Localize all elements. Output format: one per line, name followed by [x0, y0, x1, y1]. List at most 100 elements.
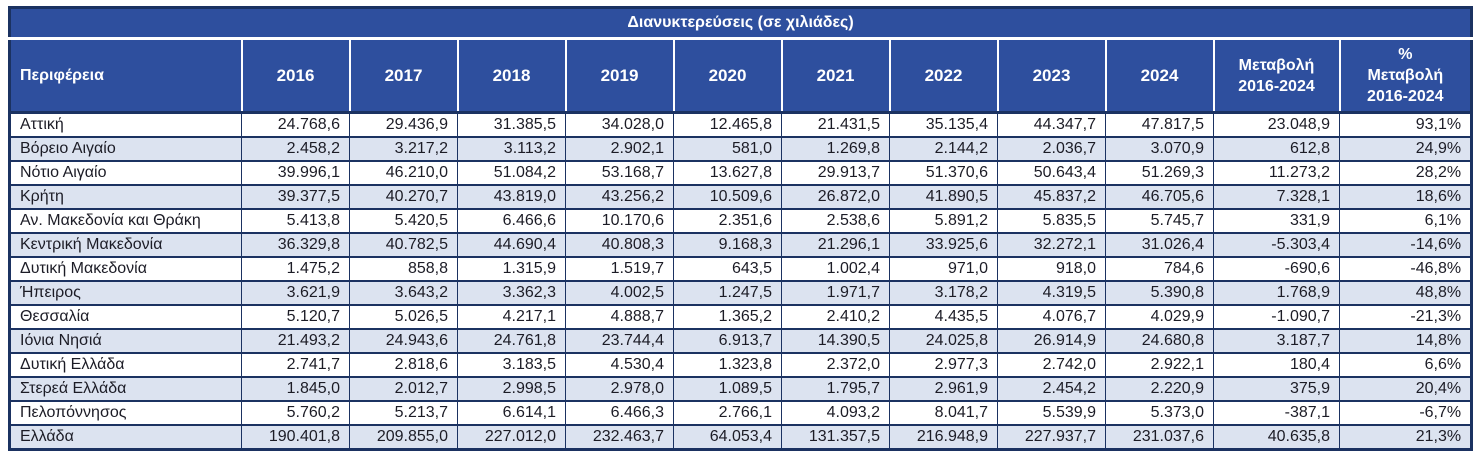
value-cell: 41.890,5: [889, 184, 998, 210]
value-cell: 53.168,7: [565, 160, 674, 186]
value-cell: 10.170,6: [565, 208, 674, 234]
region-cell: Ιόνια Νησιά: [9, 328, 242, 354]
table-row: Θεσσαλία 5.120,7 5.026,5 4.217,1 4.888,7 1.36…: [9, 304, 1473, 330]
value-cell: 24.025,8: [889, 328, 998, 354]
value-cell: 50.643,4: [997, 160, 1106, 186]
value-cell: 23.744,4: [565, 328, 674, 354]
pct-change-cell: -6,7%: [1338, 400, 1473, 426]
change-cell: 180,4: [1213, 352, 1340, 378]
value-cell: 2.144,2: [889, 136, 998, 162]
table-row: Κρήτη 39.377,5 40.270,7 43.819,0 43.256,2 10.…: [9, 184, 1473, 210]
value-cell: 5.120,7: [241, 304, 350, 330]
pct-change-cell: 6,1%: [1338, 208, 1473, 234]
value-cell: 29.913,7: [781, 160, 890, 186]
value-cell: 1.475,2: [241, 256, 350, 282]
value-cell: 2.454,2: [997, 376, 1106, 402]
value-cell: 6.614,1: [457, 400, 566, 426]
value-cell: 209.855,0: [349, 424, 458, 451]
value-cell: 40.782,5: [349, 232, 458, 258]
column-header-year-2019: 2019: [564, 38, 674, 114]
table-row: Πελοπόννησος 5.760,2 5.213,7 6.614,1 6.466,3…: [9, 400, 1473, 426]
value-cell: 918,0: [997, 256, 1106, 282]
value-cell: 4.435,5: [889, 304, 998, 330]
value-cell: 1.971,7: [781, 280, 890, 306]
region-cell: Πελοπόννησος: [9, 400, 242, 426]
pct-change-cell: -21,3%: [1338, 304, 1473, 330]
value-cell: 46.210,0: [349, 160, 458, 186]
value-cell: 1.795,7: [781, 376, 890, 402]
value-cell: 4.319,5: [997, 280, 1106, 306]
column-header-row: Περιφέρεια 2016 2017 2018 2019 2020 2021 2022 2…: [9, 38, 1472, 114]
table-row: Ιόνια Νησιά 21.493,2 24.943,6 24.761,8 23.74…: [9, 328, 1473, 354]
value-cell: 24.768,6: [241, 111, 350, 138]
value-cell: 2.036,7: [997, 136, 1106, 162]
value-cell: 2.961,9: [889, 376, 998, 402]
value-cell: 24.761,8: [457, 328, 566, 354]
value-cell: 4.002,5: [565, 280, 674, 306]
value-cell: 3.178,2: [889, 280, 998, 306]
value-cell: 643,5: [673, 256, 782, 282]
value-cell: 31.026,4: [1105, 232, 1214, 258]
value-cell: 227.937,7: [997, 424, 1106, 451]
value-cell: 32.272,1: [997, 232, 1106, 258]
value-cell: 43.256,2: [565, 184, 674, 210]
region-cell: Βόρειο Αιγαίο: [9, 136, 242, 162]
value-cell: 3.362,3: [457, 280, 566, 306]
value-cell: 3.621,9: [241, 280, 350, 306]
value-cell: 5.891,2: [889, 208, 998, 234]
pct-change-cell: 14,8%: [1338, 328, 1473, 354]
table-row: Νότιο Αιγαίο 39.996,1 46.210,0 51.084,2 53.1…: [9, 160, 1473, 186]
value-cell: 33.925,6: [889, 232, 998, 258]
change-cell: 612,8: [1213, 136, 1340, 162]
value-cell: 5.745,7: [1105, 208, 1214, 234]
value-cell: 8.041,7: [889, 400, 998, 426]
value-cell: 231.037,6: [1105, 424, 1214, 451]
region-cell: Κρήτη: [9, 184, 242, 210]
pct-change-cell: 21,3%: [1338, 424, 1473, 451]
value-cell: 1.315,9: [457, 256, 566, 282]
value-cell: 40.270,7: [349, 184, 458, 210]
pct-change-cell: 24,9%: [1338, 136, 1473, 162]
value-cell: 44.347,7: [997, 111, 1106, 138]
value-cell: 2.977,3: [889, 352, 998, 378]
change-cell: -1.090,7: [1213, 304, 1340, 330]
table-row: Βόρειο Αιγαίο 2.458,2 3.217,2 3.113,2 2.902,…: [9, 136, 1473, 162]
change-cell: 1.768,9: [1213, 280, 1340, 306]
change-cell: 331,9: [1213, 208, 1340, 234]
value-cell: 5.420,5: [349, 208, 458, 234]
value-cell: 1.002,4: [781, 256, 890, 282]
change-cell: 375,9: [1213, 376, 1340, 402]
change-cell: -387,1: [1213, 400, 1340, 426]
value-cell: 190.401,8: [241, 424, 350, 451]
value-cell: 2.818,6: [349, 352, 458, 378]
value-cell: 4.029,9: [1105, 304, 1214, 330]
value-cell: 21.296,1: [781, 232, 890, 258]
value-cell: 4.530,4: [565, 352, 674, 378]
pct-change-cell: 93,1%: [1338, 111, 1473, 138]
value-cell: 24.680,8: [1105, 328, 1214, 354]
value-cell: 43.819,0: [457, 184, 566, 210]
value-cell: 44.690,4: [457, 232, 566, 258]
region-cell: Δυτική Ελλάδα: [9, 352, 242, 378]
value-cell: 2.372,0: [781, 352, 890, 378]
value-cell: 3.643,2: [349, 280, 458, 306]
pct-change-cell: 20,4%: [1338, 376, 1473, 402]
value-cell: 4.076,7: [997, 304, 1106, 330]
value-cell: 227.012,0: [457, 424, 566, 451]
value-cell: 581,0: [673, 136, 782, 162]
region-cell: Νότιο Αιγαίο: [9, 160, 242, 186]
column-header-pct-change: % Μεταβολή 2016-2024: [1338, 38, 1472, 114]
value-cell: 26.914,9: [997, 328, 1106, 354]
value-cell: 2.998,5: [457, 376, 566, 402]
value-cell: 2.012,7: [349, 376, 458, 402]
value-cell: 45.837,2: [997, 184, 1106, 210]
value-cell: 5.539,9: [997, 400, 1106, 426]
column-header-year-2017: 2017: [348, 38, 458, 114]
value-cell: 21.431,5: [781, 111, 890, 138]
value-cell: 2.741,7: [241, 352, 350, 378]
value-cell: 5.213,7: [349, 400, 458, 426]
table-row: Ελλάδα 190.401,8 209.855,0 227.012,0 232.463…: [9, 424, 1473, 451]
value-cell: 1.089,5: [673, 376, 782, 402]
value-cell: 3.217,2: [349, 136, 458, 162]
change-cell: 3.187,7: [1213, 328, 1340, 354]
